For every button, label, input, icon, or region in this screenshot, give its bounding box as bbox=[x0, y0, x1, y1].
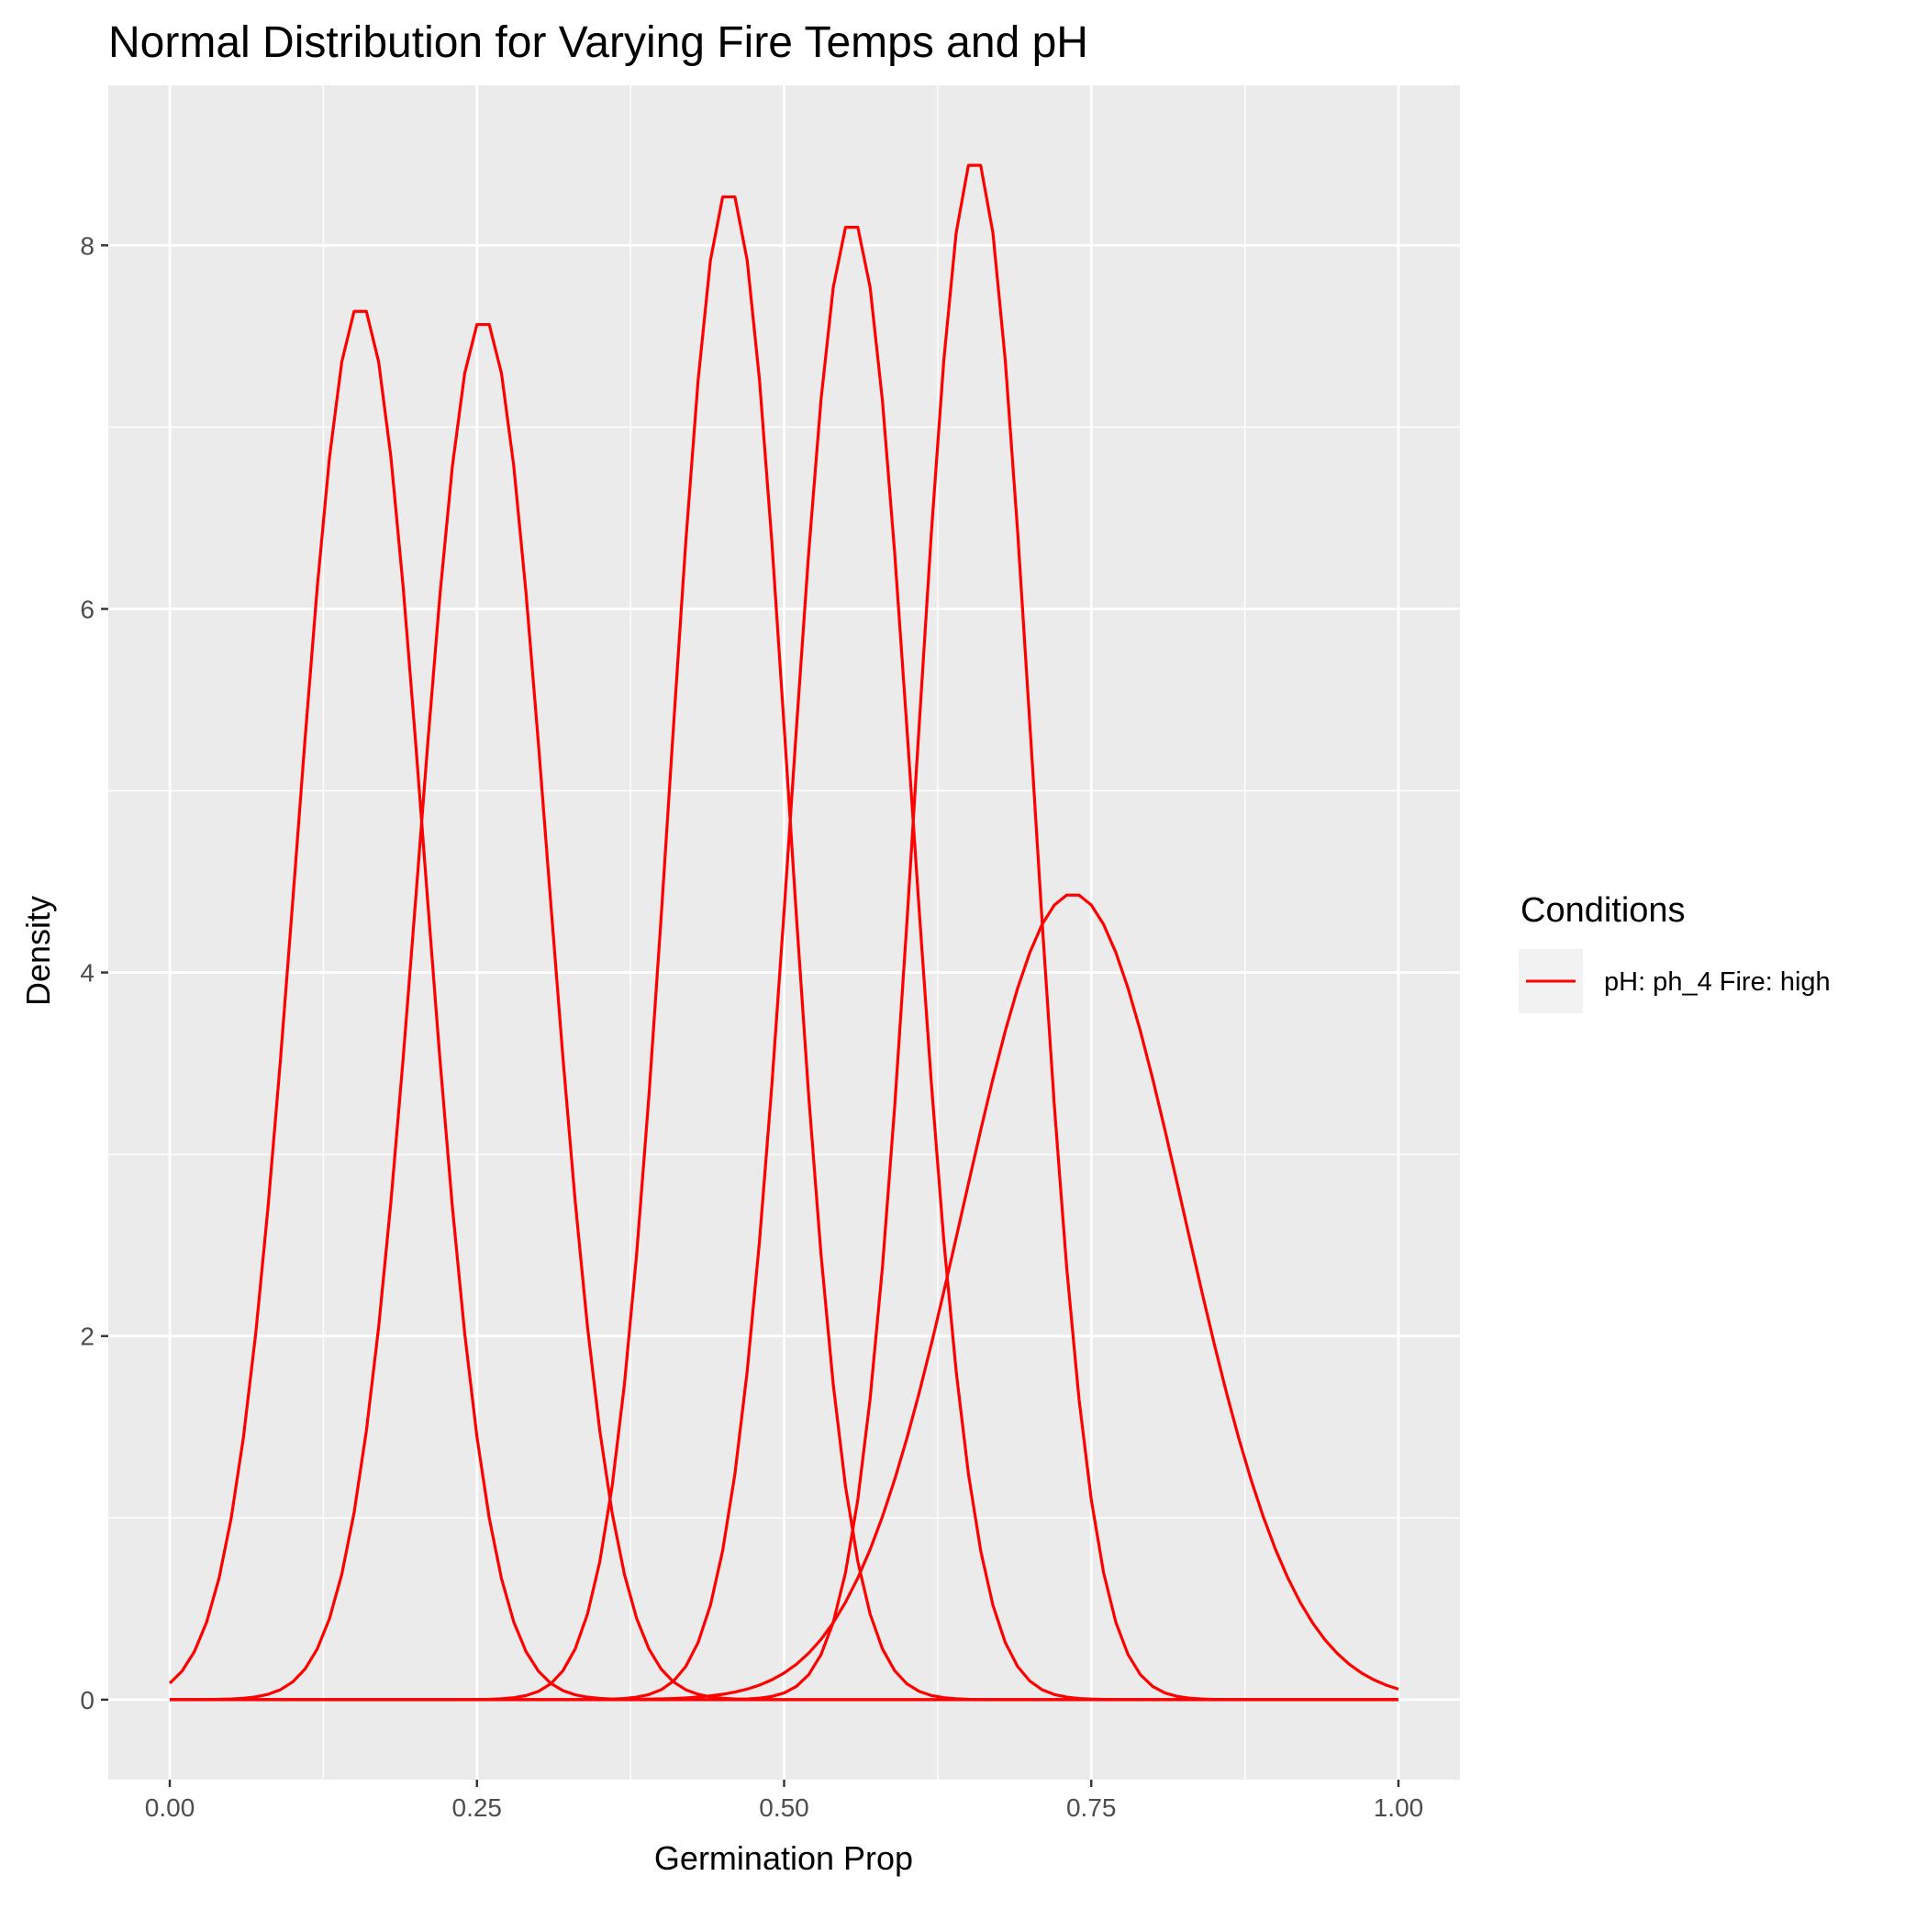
series-layer bbox=[168, 163, 1399, 1702]
x-tick-label: 0.50 bbox=[759, 1793, 809, 1822]
x-axis-title: Germination Prop bbox=[654, 1839, 913, 1877]
x-tick-label: 0.25 bbox=[452, 1793, 503, 1822]
legend-entry-0: pH: ph_4 Fire: high bbox=[1604, 967, 1831, 997]
x-tick-label: 0.00 bbox=[145, 1793, 195, 1822]
y-tick-label: 2 bbox=[80, 1323, 95, 1351]
x-tick-label: 1.00 bbox=[1374, 1793, 1424, 1822]
legend-title: Conditions bbox=[1520, 891, 1686, 930]
series-line-5 bbox=[170, 893, 1399, 1702]
legend: Conditions pH: ph_4 Fire: high bbox=[1519, 891, 1831, 1013]
y-tick-label: 4 bbox=[80, 959, 95, 988]
y-tick-label: 0 bbox=[80, 1686, 95, 1714]
chart-title: Normal Distribution for Varying Fire Tem… bbox=[108, 18, 1088, 67]
x-axis: 0.00 0.25 0.50 0.75 1.00 bbox=[145, 1780, 1423, 1822]
y-axis-title: Density bbox=[19, 896, 57, 1006]
y-axis: 0 2 4 6 8 bbox=[80, 231, 108, 1714]
x-tick-label: 0.75 bbox=[1066, 1793, 1117, 1822]
y-tick-label: 6 bbox=[80, 595, 95, 623]
y-tick-label: 8 bbox=[80, 231, 95, 260]
